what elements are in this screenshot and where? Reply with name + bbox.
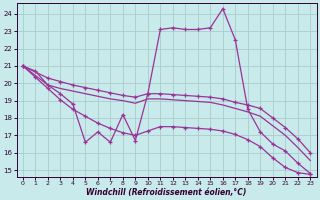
X-axis label: Windchill (Refroidissement éolien,°C): Windchill (Refroidissement éolien,°C) [86,188,247,197]
